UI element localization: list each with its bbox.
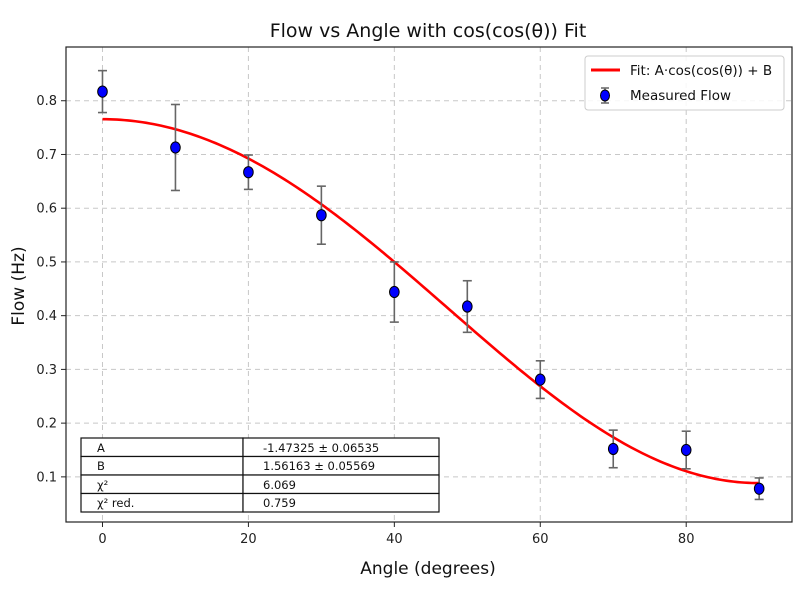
- data-point: [389, 261, 400, 323]
- data-marker: [243, 166, 254, 179]
- x-tick-label: 60: [532, 532, 549, 547]
- table-param-value: -1.47325 ± 0.06535: [263, 441, 379, 455]
- table-row: χ² red. 0.759: [80, 492, 440, 513]
- data-marker: [97, 85, 108, 98]
- data-marker: [316, 209, 327, 222]
- x-axis-ticks: 0 20 40 60 80: [98, 522, 694, 547]
- y-tick-label: 0.7: [36, 148, 57, 163]
- data-marker: [753, 482, 765, 495]
- data-point: [243, 154, 254, 191]
- x-axis-label: Angle (degrees): [360, 559, 495, 579]
- y-tick-label: 0.2: [36, 417, 57, 432]
- data-point: [316, 185, 327, 246]
- table-param-name: A: [97, 441, 105, 455]
- table-param-value: 1.56163 ± 0.05569: [263, 459, 375, 473]
- data-point: [462, 279, 473, 334]
- chart-title: Flow vs Angle with cos(cos(θ)) Fit: [270, 20, 587, 42]
- data-point: [753, 477, 765, 501]
- data-marker: [170, 141, 181, 154]
- data-point: [97, 69, 108, 114]
- table-param-value: 0.759: [263, 496, 296, 510]
- y-axis-ticks: 0.1 0.2 0.3 0.4 0.5 0.6 0.7 0.8: [36, 94, 66, 485]
- y-tick-label: 0.1: [36, 470, 57, 485]
- table-row: χ² 6.069: [80, 474, 440, 495]
- legend-box: [584, 55, 785, 111]
- table-cell: [80, 455, 244, 476]
- legend-fit-label: Fit: A·cos(cos(θ)) + B: [630, 63, 772, 79]
- fit-line-layer: [102, 117, 760, 485]
- data-point: [534, 360, 546, 400]
- table-row: A -1.47325 ± 0.06535: [80, 437, 440, 458]
- data-point: [170, 103, 181, 192]
- y-tick-label: 0.3: [36, 363, 57, 378]
- table-row: B 1.56163 ± 0.05569: [80, 455, 440, 476]
- x-tick-label: 40: [386, 532, 403, 547]
- legend-marker: [600, 89, 610, 102]
- data-point: [680, 430, 692, 470]
- table-param-name: χ² red.: [97, 496, 134, 510]
- plot-frame: [65, 46, 793, 523]
- legend: Fit: A·cos(cos(θ)) + B Measured Flow: [584, 55, 785, 111]
- legend-measured-swatch: [600, 87, 610, 104]
- data-marker: [607, 442, 619, 456]
- table-cell: [242, 492, 440, 513]
- data-marker: [534, 373, 546, 386]
- fit-line: [102, 117, 760, 485]
- y-tick-label: 0.8: [36, 94, 57, 109]
- y-axis-label: Flow (Hz): [9, 246, 29, 325]
- fit-parameters-table: A -1.47325 ± 0.06535 B 1.56163 ± 0.05569…: [80, 437, 440, 513]
- data-marker: [680, 443, 692, 457]
- table-param-name: χ²: [97, 478, 108, 492]
- data-point: [607, 429, 619, 469]
- data-points-layer: [97, 69, 765, 501]
- x-tick-label: 0: [98, 532, 106, 547]
- table-cell: [80, 437, 244, 458]
- table-param-value: 6.069: [263, 478, 296, 492]
- data-marker: [462, 300, 473, 313]
- y-tick-label: 0.4: [36, 309, 57, 324]
- x-tick-label: 20: [240, 532, 257, 547]
- table-param-name: B: [97, 459, 105, 473]
- y-tick-label: 0.5: [36, 255, 57, 270]
- data-marker: [389, 285, 400, 299]
- y-tick-label: 0.6: [36, 202, 57, 217]
- x-tick-label: 80: [678, 532, 695, 547]
- legend-measured-label: Measured Flow: [630, 88, 731, 104]
